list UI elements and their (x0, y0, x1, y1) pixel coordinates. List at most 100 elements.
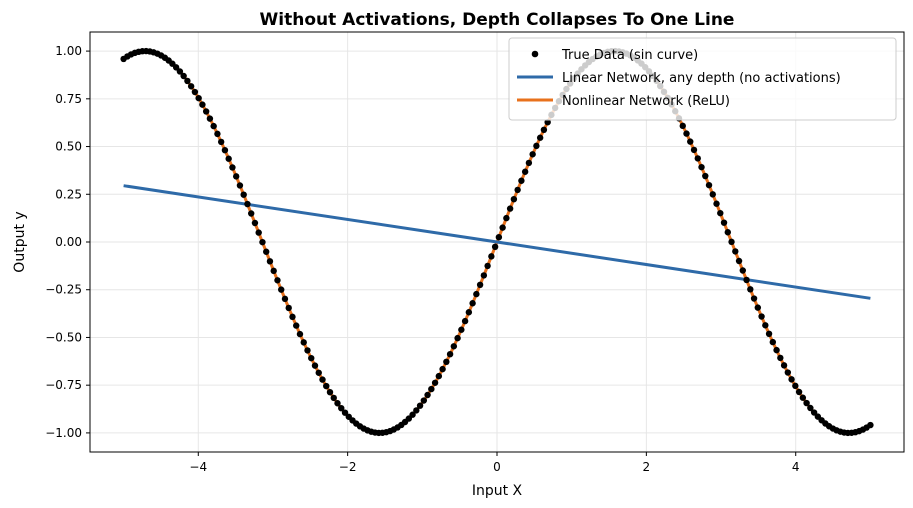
data-point (210, 122, 217, 130)
data-point (784, 369, 792, 376)
y-tick-label: −0.50 (45, 330, 82, 344)
data-point (720, 219, 728, 226)
data-point (529, 151, 536, 158)
data-point (428, 385, 435, 393)
y-tick-label: −0.75 (45, 378, 82, 392)
data-point (792, 382, 799, 390)
legend-marker-true-data (531, 50, 539, 58)
x-tick-label: 0 (493, 460, 501, 474)
data-point (544, 119, 551, 126)
data-point (777, 354, 784, 362)
data-point (533, 142, 540, 150)
data-point (439, 365, 446, 373)
data-point (739, 267, 746, 274)
data-point (431, 379, 439, 386)
x-axis-ticks: −4 −2 0 2 4 (189, 452, 800, 474)
y-tick-label: 0.25 (55, 187, 82, 201)
data-point (187, 83, 195, 90)
data-point (765, 330, 773, 337)
data-point (694, 155, 701, 162)
data-point (184, 77, 191, 85)
data-point (679, 122, 686, 130)
data-point (702, 172, 709, 180)
data-point (240, 191, 247, 198)
data-point (687, 138, 694, 145)
data-point (326, 388, 334, 396)
data-point (293, 322, 300, 329)
data-point (518, 177, 525, 184)
data-point (263, 248, 270, 255)
data-point (180, 72, 187, 80)
data-point (803, 399, 810, 407)
data-point (454, 334, 461, 342)
chart-title: Without Activations, Depth Collapses To … (260, 10, 735, 30)
data-point (476, 281, 484, 288)
data-point (248, 210, 255, 217)
data-point (724, 229, 731, 236)
data-point (446, 350, 454, 358)
data-point (473, 290, 480, 298)
data-point (514, 186, 521, 194)
data-point (176, 68, 184, 75)
data-point (540, 126, 548, 134)
data-point (480, 272, 488, 279)
data-point (807, 404, 814, 412)
x-axis-label: Input X (472, 483, 523, 499)
data-point (491, 243, 499, 250)
data-point (424, 391, 431, 399)
data-point (795, 388, 803, 396)
plot-frame (89, 31, 905, 453)
data-point (251, 219, 259, 227)
data-point (435, 372, 443, 380)
y-tick-label: −1.00 (45, 426, 82, 440)
data-point (810, 409, 818, 416)
data-point (698, 163, 705, 171)
data-point (330, 394, 337, 402)
data-point (341, 409, 349, 416)
data-point (735, 257, 743, 265)
y-axis-label: Output y (12, 211, 28, 272)
data-point (281, 295, 289, 303)
data-point (780, 362, 788, 369)
data-point (409, 411, 416, 418)
data-point (296, 330, 304, 338)
y-tick-label: 0.00 (55, 235, 82, 249)
data-point (484, 262, 491, 270)
y-axis-ticks: −1.00 −0.75 −0.50 −0.25 0.00 0.25 0.50 0.75 1.00 (45, 44, 90, 440)
legend-label-linear: Linear Network, any depth (no activation… (562, 71, 841, 86)
legend-label-nonlinear: Nonlinear Network (ReLU) (562, 94, 730, 109)
data-point (743, 276, 750, 284)
data-point (750, 295, 758, 302)
data-point (229, 164, 236, 171)
data-point (754, 304, 762, 311)
data-point (311, 362, 319, 369)
data-point (225, 155, 232, 162)
data-point (732, 248, 739, 255)
data-point (232, 173, 240, 180)
data-point (300, 339, 307, 346)
data-point (244, 200, 251, 208)
data-point (278, 286, 285, 293)
data-point (495, 234, 503, 241)
data-point (690, 146, 698, 154)
data-point (465, 309, 473, 316)
data-point (308, 354, 315, 362)
data-point (799, 394, 807, 401)
data-point (221, 147, 229, 154)
data-point (255, 229, 262, 236)
data-point (773, 346, 780, 354)
data-point (214, 130, 221, 138)
y-tick-label: 1.00 (55, 44, 82, 58)
data-point (503, 214, 510, 222)
y-tick-label: 0.75 (55, 92, 82, 106)
y-tick-label: −0.25 (45, 283, 82, 297)
data-point (521, 168, 529, 175)
data-point (191, 88, 199, 96)
data-point (762, 322, 769, 329)
data-point (488, 253, 495, 260)
data-point (202, 108, 210, 115)
data-point (270, 267, 277, 275)
data-point (758, 313, 765, 320)
data-point (525, 159, 533, 167)
